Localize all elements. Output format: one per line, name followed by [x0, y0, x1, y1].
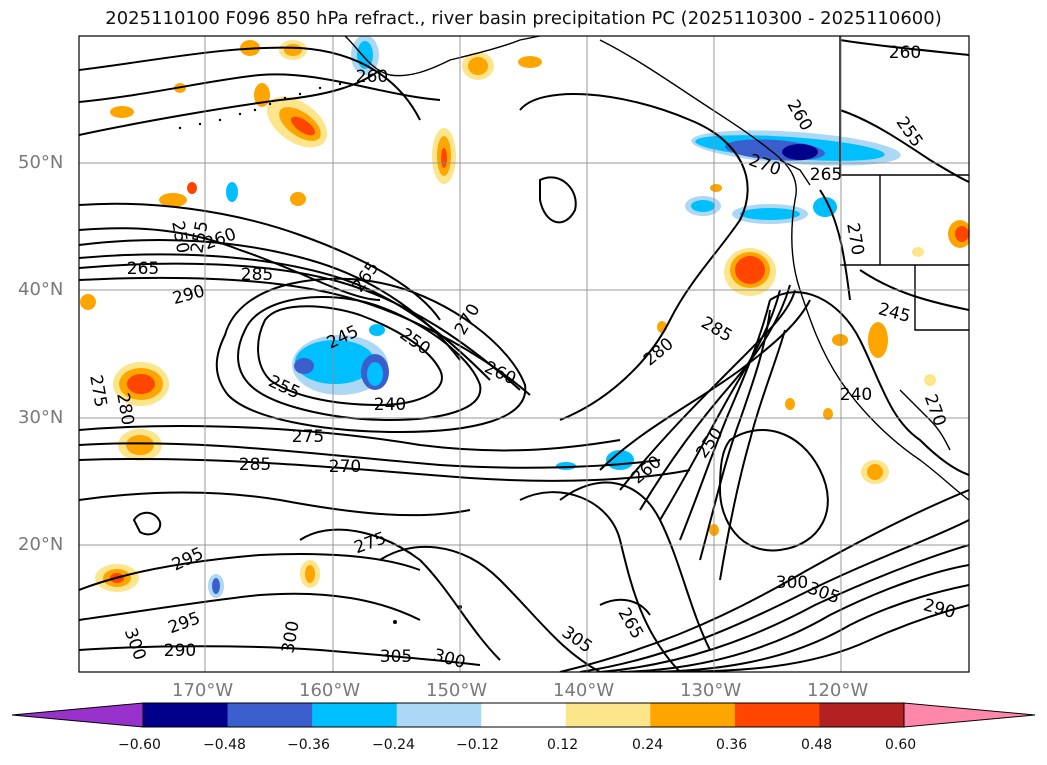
colorbar-segment — [565, 703, 651, 727]
colorbar-tick-label: 0.36 — [716, 737, 748, 753]
colorbar-extension-high — [904, 703, 1035, 727]
map-plot: 260 260 255 260 270 265 250 255 260 265 … — [78, 35, 970, 673]
colorbar-segment — [143, 703, 229, 727]
colorbar-segment — [227, 703, 313, 727]
contour-label: 285 — [239, 455, 271, 475]
colorbar-tick-label: 0.24 — [632, 737, 664, 753]
colorbar-tick-label: 0.48 — [801, 737, 833, 753]
contour-label: 285 — [241, 265, 273, 285]
lat-label: 20°N — [18, 534, 64, 555]
lon-label: 130°W — [680, 680, 742, 701]
contour-label: 260 — [889, 43, 921, 63]
colorbar-segment — [396, 703, 482, 727]
contour-label: 265 — [127, 259, 159, 279]
contour-label: 290 — [164, 641, 196, 661]
lon-label: 140°W — [553, 680, 615, 701]
map-frame — [78, 35, 970, 673]
lat-label: 40°N — [18, 279, 64, 300]
colorbar-tick-label: −0.60 — [118, 737, 161, 753]
lon-label: 170°W — [172, 680, 234, 701]
contour-label: 240 — [374, 395, 406, 415]
contour-label: 305 — [380, 647, 412, 667]
map-title: 2025110100 F096 850 hPa refract., river … — [105, 8, 942, 29]
colorbar-segment — [481, 703, 567, 727]
contour-label: 275 — [292, 427, 324, 447]
colorbar-segment — [819, 703, 905, 727]
colorbar-tick-label: −0.12 — [456, 737, 499, 753]
colorbar-tick-label: −0.48 — [203, 737, 246, 753]
contour-label: 265 — [810, 165, 842, 185]
contour-label: 260 — [356, 67, 388, 87]
coastlines — [344, 36, 969, 501]
colorbar-tick-label: 0.12 — [547, 737, 579, 753]
colorbar-tick-label: 0.60 — [885, 737, 917, 753]
lon-label: 160°W — [299, 680, 361, 701]
colorbar-segments — [12, 703, 1035, 727]
lat-label: 30°N — [18, 407, 64, 428]
colorbar-segment — [650, 703, 736, 727]
contour-label: 240 — [840, 385, 872, 405]
lon-label: 120°W — [807, 680, 869, 701]
colorbar-segment — [734, 703, 820, 727]
contour-label: 300 — [776, 573, 808, 593]
refractivity-contours — [79, 39, 969, 672]
colorbar-segment — [312, 703, 398, 727]
lat-label: 50°N — [18, 152, 64, 173]
aleutian-islands — [178, 82, 462, 624]
colorbar-tick-label: −0.24 — [372, 737, 415, 753]
colorbar-tick-label: −0.36 — [287, 737, 330, 753]
contour-label: 270 — [329, 457, 361, 477]
precip-shading — [80, 36, 969, 598]
gridlines — [79, 36, 969, 672]
colorbar-extension-low — [12, 703, 143, 727]
lon-label: 150°W — [426, 680, 488, 701]
